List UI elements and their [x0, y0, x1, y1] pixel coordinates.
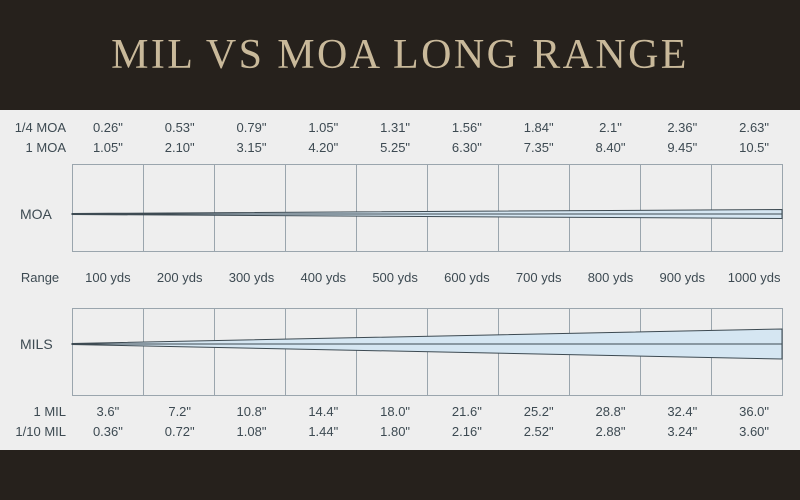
footer: [0, 450, 800, 500]
row-cells: 0.36"0.72"1.08"1.44"1.80"2.16"2.52"2.88"…: [72, 424, 800, 442]
cell-value: 32.4": [646, 404, 718, 422]
row-one-moa: 1 MOA 1.05"2.10"3.15"4.20"5.25"6.30"7.35…: [0, 140, 800, 158]
cell-value: 9.45": [646, 140, 718, 158]
cell-value: 21.6": [431, 404, 503, 422]
range-cell: 100 yds: [72, 270, 144, 285]
cell-value: 2.16": [431, 424, 503, 442]
cell-value: 1.84": [503, 120, 575, 138]
cell-value: 2.36": [646, 120, 718, 138]
row-cells: 1.05"2.10"3.15"4.20"5.25"6.30"7.35"8.40"…: [72, 140, 800, 158]
row-range: Range 100 yds200 yds300 yds400 yds500 yd…: [0, 270, 800, 285]
cell-value: 2.63": [718, 120, 790, 138]
row-label: 1 MOA: [0, 140, 72, 158]
row-label: 1 MIL: [0, 404, 72, 422]
cell-value: 1.05": [287, 120, 359, 138]
range-label: Range: [0, 270, 72, 285]
cell-value: 0.53": [144, 120, 216, 138]
range-cell: 500 yds: [359, 270, 431, 285]
cell-value: 14.4": [287, 404, 359, 422]
cell-value: 10.5": [718, 140, 790, 158]
row-cells: 3.6"7.2"10.8"14.4"18.0"21.6"25.2"28.8"32…: [72, 404, 800, 422]
cell-value: 25.2": [503, 404, 575, 422]
cell-value: 2.52": [503, 424, 575, 442]
cell-value: 3.15": [216, 140, 288, 158]
header: MIL VS MOA LONG RANGE: [0, 0, 800, 110]
cell-value: 1.56": [431, 120, 503, 138]
range-cell: 300 yds: [216, 270, 288, 285]
cell-value: 0.79": [216, 120, 288, 138]
cell-value: 1.80": [359, 424, 431, 442]
row-label: 1/4 MOA: [0, 120, 72, 138]
chart-panel: 1/4 MOA 0.26"0.53"0.79"1.05"1.31"1.56"1.…: [0, 110, 800, 450]
range-cell: 900 yds: [646, 270, 718, 285]
range-cell: 600 yds: [431, 270, 503, 285]
cell-value: 1.44": [287, 424, 359, 442]
row-quarter-moa: 1/4 MOA 0.26"0.53"0.79"1.05"1.31"1.56"1.…: [0, 120, 800, 138]
range-cell: 700 yds: [503, 270, 575, 285]
cell-value: 28.8": [575, 404, 647, 422]
cell-value: 3.24": [646, 424, 718, 442]
cell-value: 2.88": [575, 424, 647, 442]
cell-value: 0.36": [72, 424, 144, 442]
row-cells: 0.26"0.53"0.79"1.05"1.31"1.56"1.84"2.1"2…: [72, 120, 800, 138]
range-cell: 1000 yds: [718, 270, 790, 285]
cell-value: 1.05": [72, 140, 144, 158]
cell-value: 7.2": [144, 404, 216, 422]
cell-value: 10.8": [216, 404, 288, 422]
cell-value: 4.20": [287, 140, 359, 158]
cell-value: 3.6": [72, 404, 144, 422]
cell-value: 2.10": [144, 140, 216, 158]
row-label: 1/10 MIL: [0, 424, 72, 442]
cell-value: 3.60": [718, 424, 790, 442]
range-cell: 400 yds: [287, 270, 359, 285]
cell-value: 2.1": [575, 120, 647, 138]
row-tenth-mil: 1/10 MIL 0.36"0.72"1.08"1.44"1.80"2.16"2…: [0, 424, 800, 442]
axis-label-moa: MOA: [20, 206, 52, 222]
range-cell: 200 yds: [144, 270, 216, 285]
cell-value: 6.30": [431, 140, 503, 158]
cell-value: 0.26": [72, 120, 144, 138]
cell-value: 7.35": [503, 140, 575, 158]
cell-value: 36.0": [718, 404, 790, 422]
axis-label-mils: MILS: [20, 336, 53, 352]
cell-value: 18.0": [359, 404, 431, 422]
cell-value: 8.40": [575, 140, 647, 158]
cell-value: 1.31": [359, 120, 431, 138]
cell-value: 0.72": [144, 424, 216, 442]
cell-value: 1.08": [216, 424, 288, 442]
row-one-mil: 1 MIL 3.6"7.2"10.8"14.4"18.0"21.6"25.2"2…: [0, 404, 800, 422]
cell-value: 5.25": [359, 140, 431, 158]
range-cells: 100 yds200 yds300 yds400 yds500 yds600 y…: [72, 270, 800, 285]
page-title: MIL VS MOA LONG RANGE: [111, 31, 689, 79]
range-cell: 800 yds: [575, 270, 647, 285]
